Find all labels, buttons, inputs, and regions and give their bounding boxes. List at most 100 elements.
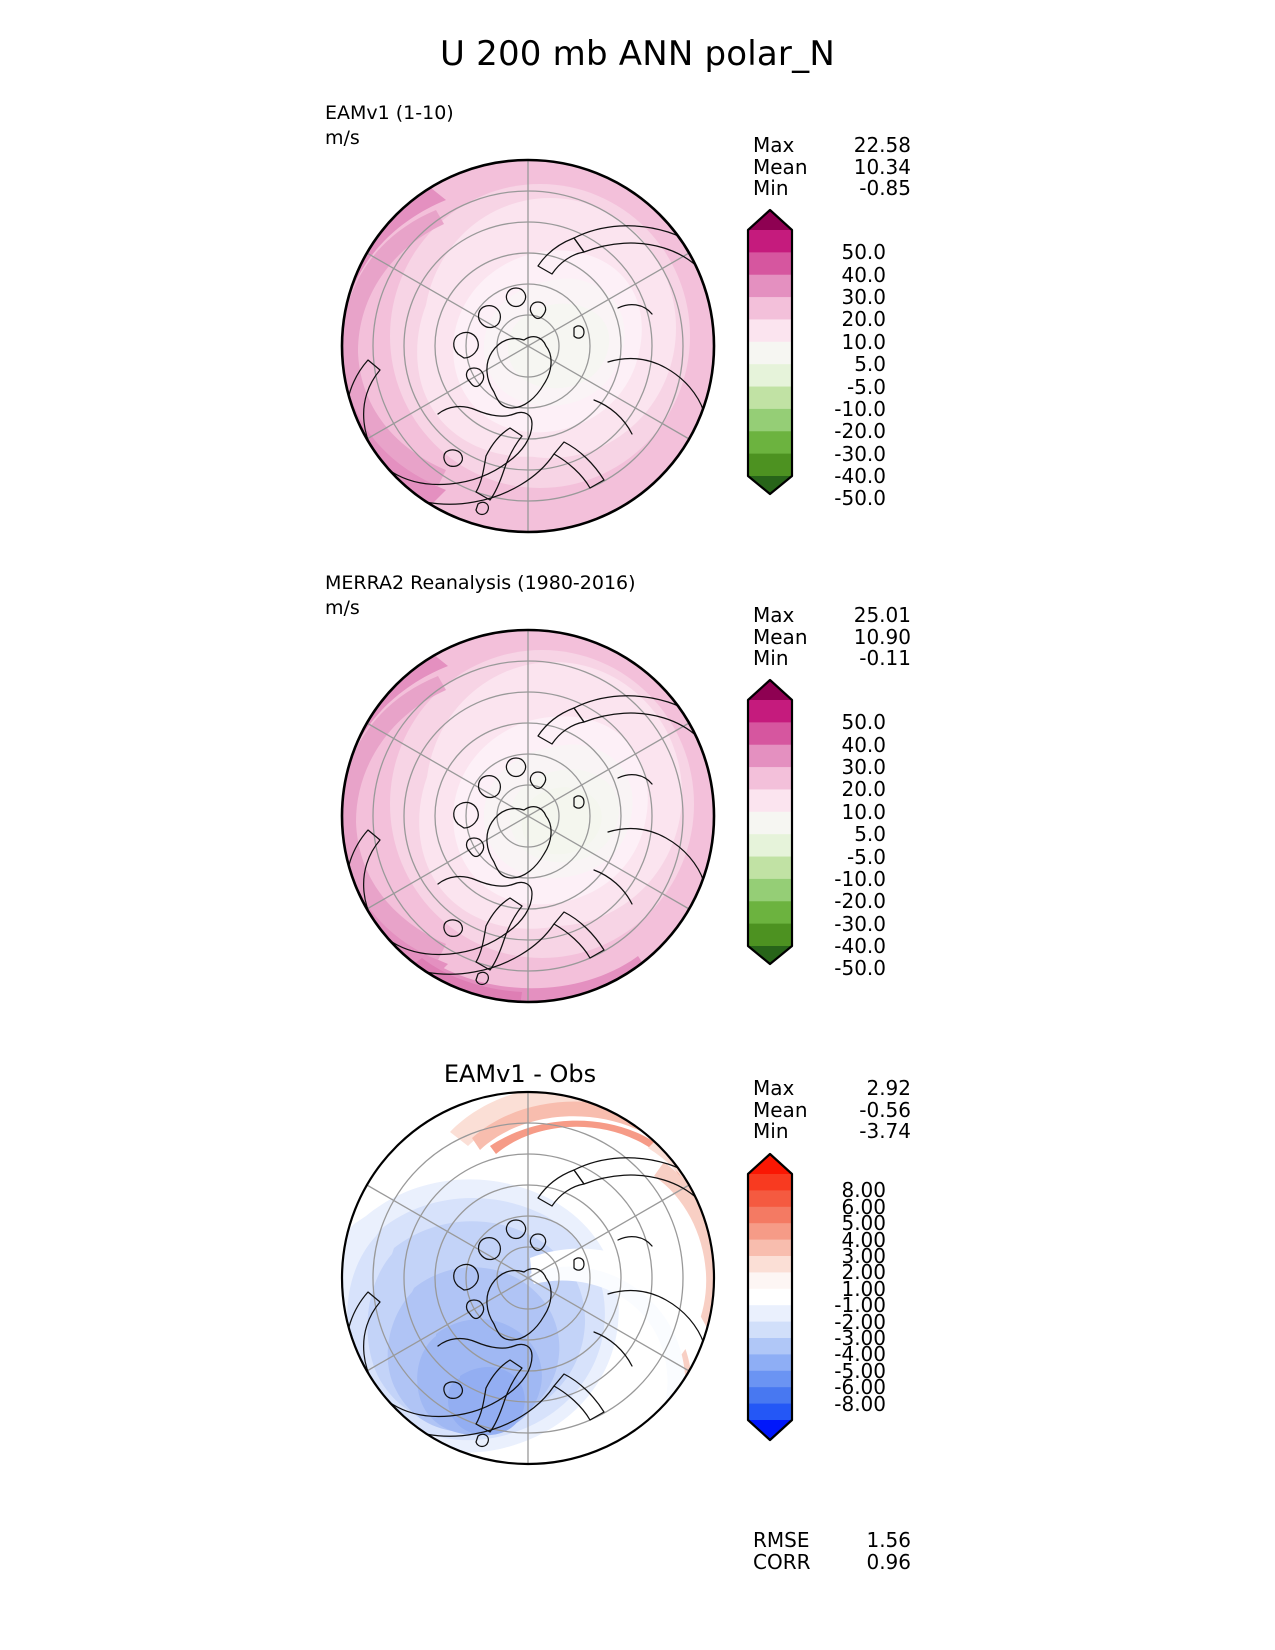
colorbar-band	[748, 252, 792, 276]
colorbar-tick-label: -6.00	[834, 1375, 886, 1400]
stat-row-max: Max 2.92	[753, 1076, 911, 1100]
colorbar-tick-label: 50.0	[841, 710, 886, 735]
colorbar-band	[748, 1190, 792, 1208]
colorbar-band	[748, 700, 792, 723]
stats-obs: Max 25.01 Mean 10.90 Min -0.11	[753, 603, 911, 670]
polar-map-diff-svg	[340, 1090, 716, 1466]
figure-title: U 200 mb ANN polar_N	[440, 34, 835, 74]
colorbar-tick-label: 10.0	[841, 329, 886, 354]
colorbar-band	[748, 1305, 792, 1323]
stat-row-mean: Mean 10.90	[753, 624, 911, 649]
colorbar-extend-top	[748, 680, 792, 700]
colorbar-band	[748, 1288, 792, 1306]
colorbar-band	[748, 1321, 792, 1339]
colorbar-model-svg	[746, 208, 794, 496]
obs-map-outline	[340, 628, 716, 1004]
colorbar-band	[748, 1239, 792, 1257]
panel-obs: MERRA2 Reanalysis (1980-2016) m/s	[0, 566, 1275, 1036]
colorbar-band	[748, 453, 792, 477]
model-coastlines	[345, 225, 714, 516]
stat-key: Min	[753, 176, 789, 200]
colorbar-band	[748, 1403, 792, 1421]
colorbar-tick-label: 5.00	[841, 1211, 886, 1236]
polar-map-model-svg	[340, 158, 716, 534]
colorbar-obs: 50.0 40.0 30.0 20.0 10.0 5.0 -5.0 -10.0 -20.0 -30…	[740, 678, 910, 980]
stat-value: -0.56	[859, 1097, 911, 1122]
colorbar-extend-bottom	[748, 476, 792, 494]
colorbar-tick-label: -8.00	[834, 1391, 886, 1416]
colorbar-tick-label: -40.0	[834, 934, 886, 958]
obs-contour-fill	[342, 630, 714, 1002]
score-row-corr: CORR 0.96	[753, 1551, 911, 1574]
stats-diff: Max 2.92 Mean -0.56 Min -3.74	[753, 1076, 911, 1143]
stat-value: 25.01	[853, 603, 911, 627]
colorbar-tick-label: 5.0	[854, 352, 886, 377]
colorbar-extend-bottom	[748, 946, 792, 964]
colorbar-obs-svg	[746, 678, 794, 966]
colorbar-band	[748, 364, 792, 388]
colorbar-band	[748, 386, 792, 410]
stat-row-mean: Mean 10.34	[753, 154, 911, 179]
colorbar-band	[748, 767, 792, 791]
colorbar-tick-label: -5.0	[846, 844, 886, 869]
diff-map-outline	[340, 1090, 716, 1466]
score-value: 1.56	[866, 1528, 911, 1552]
colorbar-band	[748, 1206, 792, 1224]
colorbar-tick-label: 1.00	[841, 1276, 886, 1301]
stat-key: Max	[753, 133, 795, 157]
colorbar-extend-top	[748, 210, 792, 230]
panel-obs-units: m/s	[325, 597, 360, 619]
stat-key: Mean	[753, 154, 808, 179]
score-key: RMSE	[753, 1528, 810, 1552]
colorbar-extend-bottom	[748, 1420, 792, 1440]
colorbar-band	[748, 789, 792, 813]
stat-row-min: Min -0.85	[753, 176, 911, 200]
colorbar-tick-label: 30.0	[841, 755, 886, 780]
colorbar-tick-label: -5.00	[834, 1358, 886, 1383]
colorbar-band	[748, 834, 792, 858]
map-obs	[318, 626, 738, 1006]
stat-row-max: Max 22.58	[753, 133, 911, 157]
panel-model-label: EAMv1 (1-10)	[325, 102, 454, 124]
model-map-outline	[340, 158, 716, 534]
colorbar-tick-label: 50.0	[841, 240, 886, 265]
colorbar-model: 50.0 40.0 30.0 20.0 10.0 5.0 -5.0 -10.0 -20.0 -30…	[740, 208, 910, 510]
colorbar-band	[748, 856, 792, 880]
colorbar-band	[748, 408, 792, 432]
stat-row-mean: Mean -0.56	[753, 1097, 911, 1122]
colorbar-band	[748, 1272, 792, 1290]
colorbar-tick-label: -40.0	[834, 464, 886, 488]
colorbar-tick-label: 20.0	[841, 777, 886, 802]
panel-diff: EAMv1 - Obs	[0, 1046, 1275, 1646]
stat-key: Max	[753, 1076, 795, 1100]
colorbar-tick-label: 10.0	[841, 799, 886, 824]
model-graticule	[366, 160, 690, 532]
stat-value: 10.34	[853, 154, 911, 179]
colorbar-band	[748, 1354, 792, 1372]
colorbar-band	[748, 431, 792, 455]
stat-value: 10.90	[853, 624, 911, 649]
colorbar-tick-label: -2.00	[834, 1309, 886, 1334]
colorbar-band	[748, 341, 792, 365]
stat-key: Min	[753, 1119, 789, 1143]
colorbar-tick-label: -30.0	[834, 911, 886, 936]
colorbar-band	[748, 744, 792, 768]
colorbar-tick-label: -4.00	[834, 1342, 886, 1367]
colorbar-tick-label: 3.00	[841, 1244, 886, 1268]
stat-key: Max	[753, 603, 795, 627]
colorbar-tick-label: 5.0	[854, 822, 886, 847]
colorbar-tick-label: -5.0	[846, 374, 886, 399]
stat-row-min: Min -3.74	[753, 1119, 911, 1143]
colorbar-tick-label: 8.00	[841, 1178, 886, 1203]
stat-value: 2.92	[866, 1076, 911, 1100]
stat-key: Mean	[753, 624, 808, 649]
colorbar-extend-top	[748, 1154, 792, 1174]
colorbar-diff-svg	[746, 1152, 794, 1442]
colorbar-band	[748, 1256, 792, 1273]
polar-map-obs-svg	[340, 628, 716, 1004]
colorbar-tick-label: -3.00	[834, 1326, 886, 1350]
stats-model: Max 22.58 Mean 10.34 Min -0.85	[753, 133, 911, 200]
map-diff	[318, 1088, 738, 1468]
panel-model-units: m/s	[325, 127, 360, 149]
